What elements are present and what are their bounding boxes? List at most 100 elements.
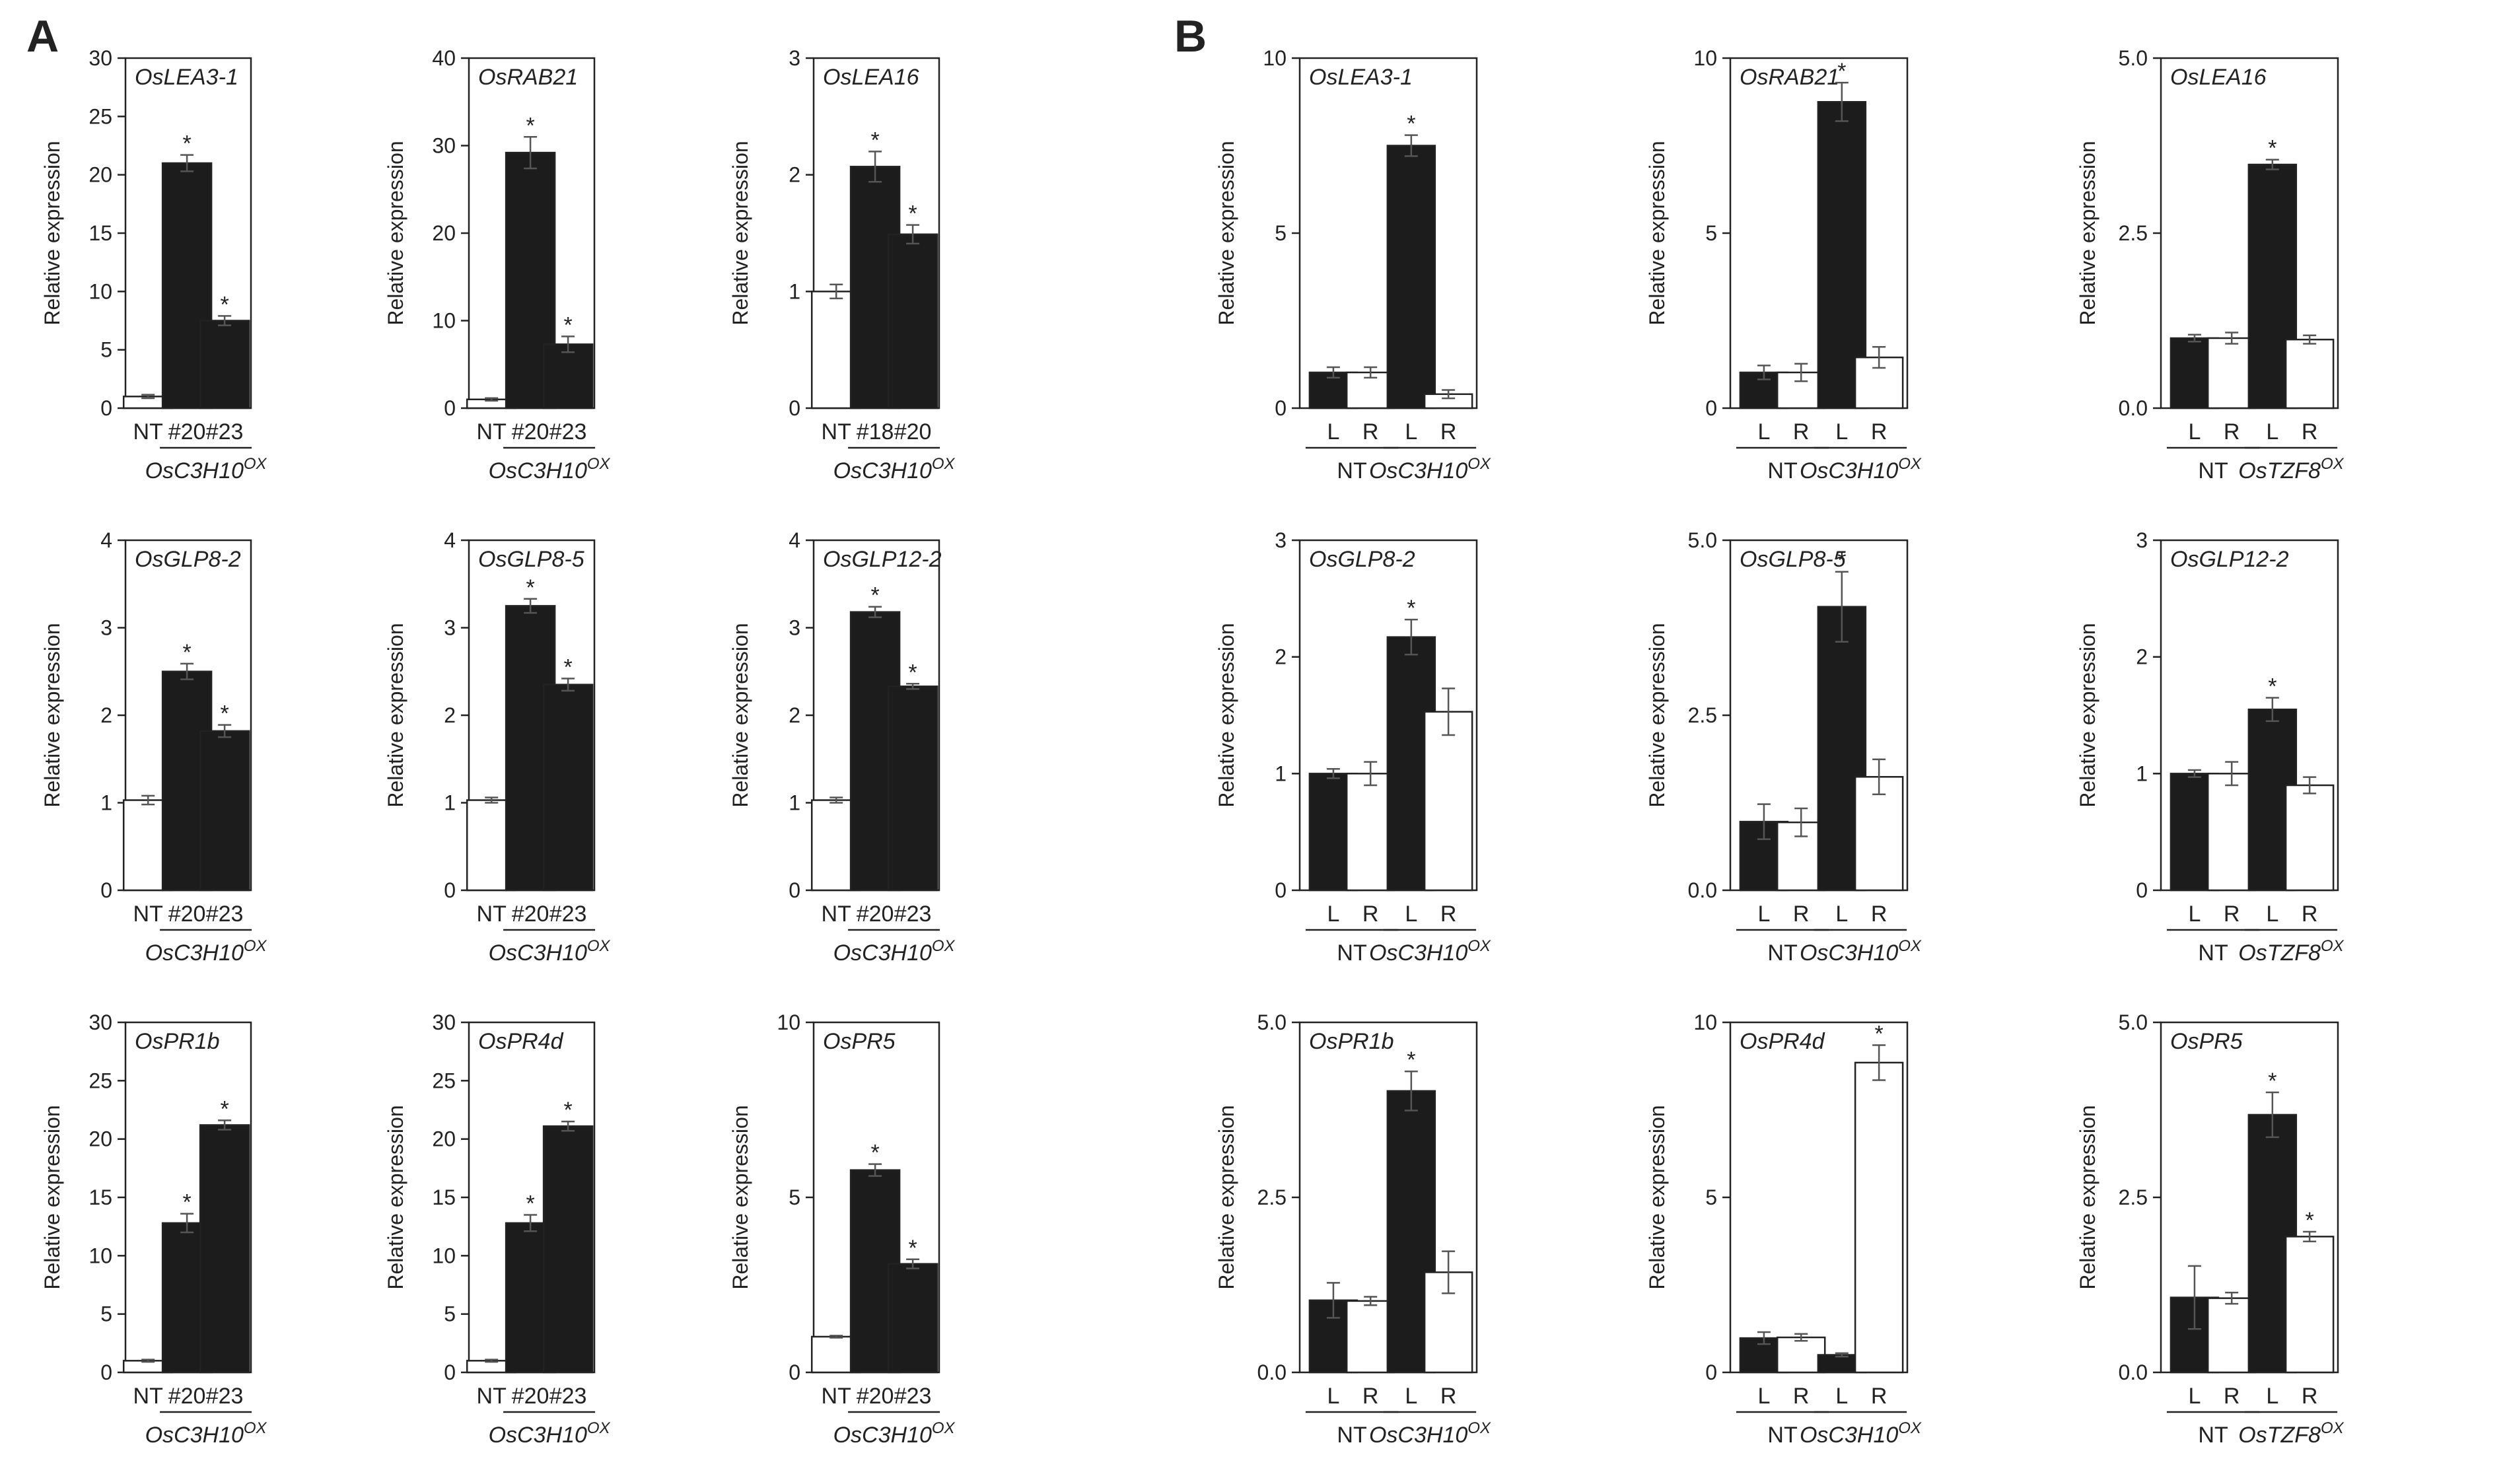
chart-b-osglp8-2-ytick-label-2: 2 (1275, 645, 1287, 669)
chart-b-ospr1b-ytick-label-2: 5.0 (1257, 1010, 1287, 1034)
chart-b-osglp12-2-bar-1 (2206, 773, 2257, 892)
chart-b-oslea3-1-category-3: R (1440, 419, 1457, 444)
chart-b-osrab21-category-3: R (1871, 419, 1888, 444)
chart-b-osrab21-category-1: R (1793, 419, 1810, 444)
chart-b-osglp8-2-category-2: L (1405, 901, 1417, 927)
chart-a-osglp12-2-group-name-0: OsC3H10 (833, 940, 932, 966)
chart-a-oslea3-1-bar-1 (161, 162, 213, 409)
chart-a-osglp8-5-title: OsGLP8-5 (478, 547, 584, 572)
chart-a-oslea3-1-ytick-label-6: 30 (88, 46, 112, 70)
chart-b-ospr1b-category-2: L (1405, 1384, 1417, 1409)
chart-b-osglp12-2-ytick-label-0: 0 (2136, 878, 2148, 902)
chart-a-oslea3-1-title: OsLEA3-1 (135, 65, 238, 90)
chart-a-ospr1b-ytick-label-6: 30 (88, 1010, 112, 1034)
chart-b-ospr5-group-name-1: OsTZF8 (2238, 1423, 2321, 1448)
chart-b-ospr4d-category-0: L (1757, 1384, 1770, 1409)
chart-a-osrab21-ytick-label-4: 40 (432, 46, 456, 70)
chart-b-oslea3-1-bar-2 (1386, 145, 1436, 409)
chart-b-ospr4d-group-superscript-1: OX (1898, 1419, 1922, 1437)
chart-a-osrab21-ylabel: Relative expression (384, 141, 407, 325)
chart-a-ospr1b-ytick-label-4: 20 (88, 1127, 112, 1151)
chart-b-osglp8-5-group-label-1: OsC3H10OX (1800, 937, 1922, 966)
chart-a-osglp8-5-category-0: NT (477, 901, 507, 927)
chart-a-oslea3-1-ytick-label-3: 15 (88, 221, 112, 245)
chart-a-osglp12-2-ytick-label-0: 0 (789, 878, 800, 902)
chart-b-osrab21-group-name-0: NT (1767, 458, 1797, 483)
panel-label-a: A (26, 11, 59, 61)
chart-b-ospr5-significance-3: * (2306, 1208, 2314, 1233)
chart-b-ospr4d-group-name-0: NT (1767, 1423, 1797, 1448)
chart-b-oslea3-1-group-superscript-1: OX (1467, 455, 1491, 473)
panel-label-b: B (1174, 11, 1207, 61)
chart-a-ospr1b-ytick-label-0: 0 (100, 1360, 112, 1384)
chart-b-osglp12-2-group-superscript-1: OX (2321, 937, 2345, 955)
chart-a-ospr4d-group-superscript-0: OX (587, 1419, 611, 1437)
chart-b-osglp8-2-significance-2: * (1407, 596, 1415, 621)
chart-b-oslea16-group-name-0: NT (2198, 458, 2228, 483)
chart-b-ospr1b-ytick-label-1: 2.5 (1257, 1185, 1287, 1209)
chart-b-oslea3-1-ylabel: Relative expression (1215, 141, 1238, 325)
chart-b-osglp8-5-ytick-label-0: 0.0 (1688, 878, 1717, 902)
chart-b-ospr1b-category-3: R (1440, 1384, 1457, 1409)
chart-b-osrab21-group-label-0: NT (1767, 458, 1797, 483)
chart-b-osglp8-2-category-3: R (1440, 901, 1457, 927)
chart-a-oslea16-bar-2 (887, 233, 938, 409)
chart-a-osglp12-2-category-1: #20 (857, 901, 894, 927)
chart-b-oslea3-1-category-2: L (1405, 419, 1417, 444)
chart-a-osglp8-5-ytick-label-4: 4 (444, 528, 456, 552)
chart-a-oslea16-significance-2: * (908, 201, 917, 227)
chart-a-oslea3-1-ytick-label-2: 10 (88, 279, 112, 303)
chart-b-osglp12-2-category-3: R (2302, 901, 2318, 927)
chart-b-osglp8-5-ytick-label-1: 2.5 (1688, 703, 1717, 727)
chart-a-osglp8-2-group-name-0: OsC3H10 (145, 940, 244, 966)
chart-b-osglp8-5-ylabel: Relative expression (1645, 623, 1669, 807)
chart-b-ospr5-ytick-label-1: 2.5 (2119, 1185, 2148, 1209)
chart-a-osglp8-2: OsGLP8-2 0 1 2 3 4 Relative expression NT * #20 * #… (40, 528, 267, 966)
chart-a-ospr1b-ytick-label-5: 25 (88, 1069, 112, 1092)
chart-b-ospr4d-category-3: R (1871, 1384, 1888, 1409)
chart-b-osglp8-5-category-3: R (1871, 901, 1888, 927)
chart-b-ospr1b-group-name-0: NT (1337, 1423, 1366, 1448)
chart-a-osrab21-category-2: #23 (549, 419, 587, 444)
chart-a-osglp12-2-group-superscript-0: OX (932, 937, 956, 955)
chart-b-osglp8-5-category-1: R (1793, 901, 1810, 927)
chart-b-ospr5-group-superscript-1: OX (2321, 1419, 2345, 1437)
chart-a-ospr5-group-superscript-0: OX (932, 1419, 956, 1437)
chart-b-osglp12-2-ylabel: Relative expression (2076, 623, 2099, 807)
chart-a-osglp12-2-significance-2: * (908, 660, 917, 685)
chart-a-ospr5-category-0: NT (822, 1384, 851, 1409)
chart-a-oslea16: OsLEA16 0 1 2 3 Relative expression NT * #18 * #20… (728, 46, 956, 483)
chart-b-ospr4d-group-label-0: NT (1767, 1423, 1797, 1448)
chart-a-ospr5-group-name-0: OsC3H10 (833, 1423, 932, 1448)
chart-b-osglp8-5-category-0: L (1757, 901, 1770, 927)
chart-b-ospr5-category-3: R (2302, 1384, 2318, 1409)
chart-a-osglp12-2-category-2: #23 (894, 901, 932, 927)
chart-b-ospr4d-group-name-1: OsC3H10 (1800, 1423, 1898, 1448)
chart-a-osglp8-5-group-superscript-0: OX (587, 937, 611, 955)
chart-b-ospr1b-ylabel: Relative expression (1215, 1105, 1238, 1289)
chart-b-osrab21-group-label-1: OsC3H10OX (1800, 455, 1922, 483)
chart-a-ospr1b-group-superscript-0: OX (244, 1419, 267, 1437)
chart-a-ospr4d-ytick-label-3: 15 (432, 1185, 456, 1209)
chart-a-oslea3-1-group-label-0: OsC3H10OX (145, 455, 267, 483)
chart-a-osrab21-category-1: #20 (512, 419, 549, 444)
chart-b-osglp12-2-ytick-label-1: 1 (2136, 761, 2148, 785)
chart-b-oslea16-bar-1 (2206, 337, 2257, 409)
chart-b-ospr1b-group-label-1: OsC3H10OX (1369, 1419, 1491, 1448)
chart-b-ospr4d-ytick-label-0: 0 (1705, 1360, 1717, 1384)
chart-a-osrab21-category-0: NT (477, 419, 507, 444)
chart-a-oslea3-1-significance-1: * (182, 131, 191, 157)
chart-a-oslea3-1-ytick-label-4: 20 (88, 163, 112, 187)
chart-b-ospr5-bar-1 (2206, 1297, 2257, 1374)
chart-b-osglp12-2-title: OsGLP12-2 (2170, 547, 2289, 572)
chart-a-ospr4d-group-label-0: OsC3H10OX (489, 1419, 611, 1448)
chart-b-ospr5-ytick-label-0: 0.0 (2119, 1360, 2148, 1384)
chart-b-osglp8-2-group-name-0: NT (1337, 940, 1366, 966)
chart-b-oslea3-1-group-label-0: NT (1337, 458, 1366, 483)
chart-a-ospr4d-category-0: NT (477, 1384, 507, 1409)
chart-b-osglp8-2-category-1: R (1362, 901, 1379, 927)
chart-a-osglp12-2: OsGLP12-2 0 1 2 3 4 Relative expression NT * #20 *… (728, 528, 956, 966)
